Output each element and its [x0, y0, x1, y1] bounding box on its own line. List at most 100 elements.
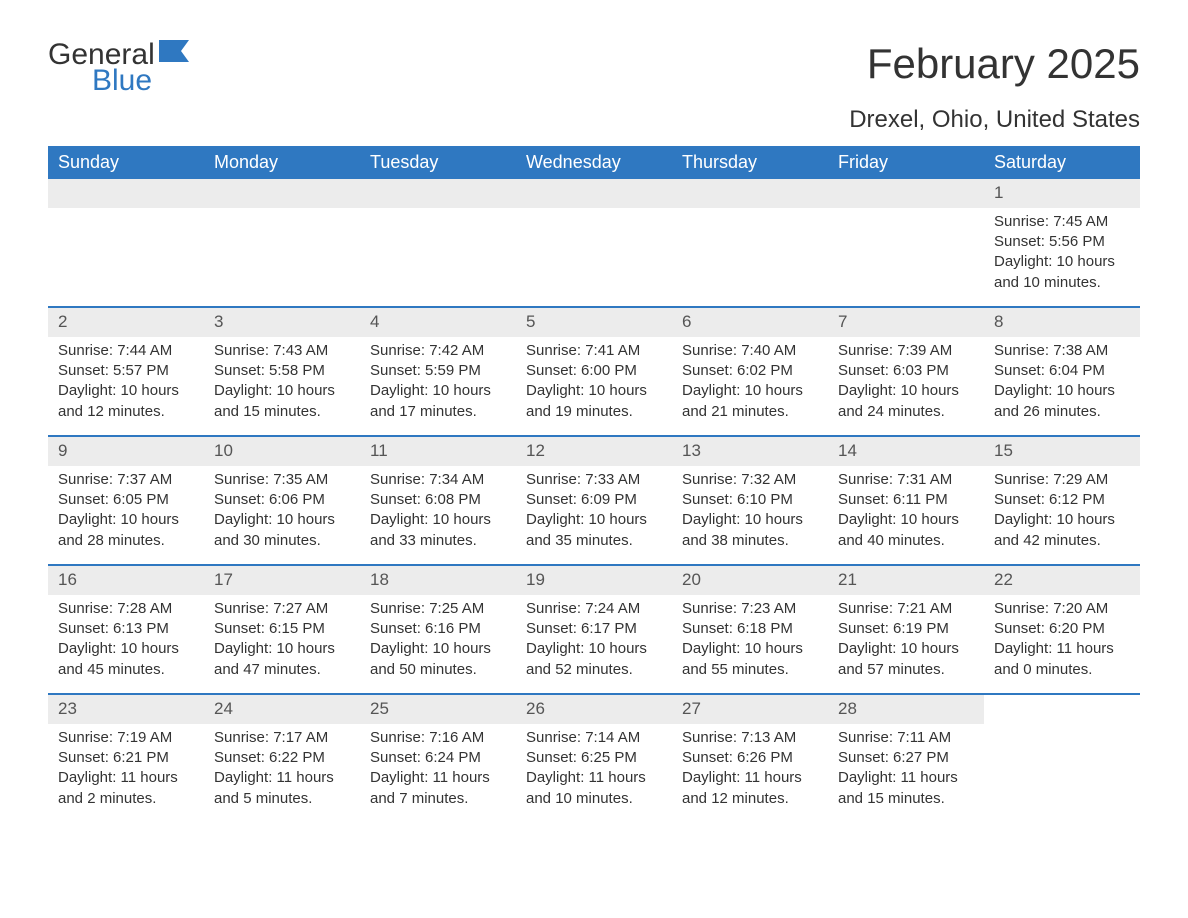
sunrise-line: Sunrise: 7:24 AM	[526, 599, 662, 619]
sunset-line: Sunset: 6:05 PM	[58, 490, 194, 510]
day-number: 18	[360, 566, 516, 595]
sunset-line: Sunset: 6:25 PM	[526, 748, 662, 768]
sunset-line: Sunset: 5:56 PM	[994, 232, 1130, 252]
day-cell	[516, 179, 672, 307]
daylight-line: Daylight: 10 hours and 45 minutes.	[58, 639, 194, 680]
sunset-line: Sunset: 5:57 PM	[58, 361, 194, 381]
daylight-line: Daylight: 10 hours and 42 minutes.	[994, 510, 1130, 551]
day-number: 19	[516, 566, 672, 595]
day-cell: 14Sunrise: 7:31 AMSunset: 6:11 PMDayligh…	[828, 437, 984, 565]
day-cell	[984, 695, 1140, 823]
day-number: 5	[516, 308, 672, 337]
day-number: 28	[828, 695, 984, 724]
daylight-line: Daylight: 10 hours and 40 minutes.	[838, 510, 974, 551]
day-number: 9	[48, 437, 204, 466]
sunrise-line: Sunrise: 7:20 AM	[994, 599, 1130, 619]
day-cell: 27Sunrise: 7:13 AMSunset: 6:26 PMDayligh…	[672, 695, 828, 823]
sunset-line: Sunset: 5:59 PM	[370, 361, 506, 381]
day-cell: 9Sunrise: 7:37 AMSunset: 6:05 PMDaylight…	[48, 437, 204, 565]
sunset-line: Sunset: 6:04 PM	[994, 361, 1130, 381]
sunrise-line: Sunrise: 7:42 AM	[370, 341, 506, 361]
sunrise-line: Sunrise: 7:23 AM	[682, 599, 818, 619]
sunrise-line: Sunrise: 7:38 AM	[994, 341, 1130, 361]
sunset-line: Sunset: 6:03 PM	[838, 361, 974, 381]
daylight-line: Daylight: 10 hours and 26 minutes.	[994, 381, 1130, 422]
sunrise-line: Sunrise: 7:39 AM	[838, 341, 974, 361]
daylight-line: Daylight: 10 hours and 12 minutes.	[58, 381, 194, 422]
day-cell	[48, 179, 204, 307]
day-cell: 23Sunrise: 7:19 AMSunset: 6:21 PMDayligh…	[48, 695, 204, 823]
daylight-line: Daylight: 11 hours and 7 minutes.	[370, 768, 506, 809]
day-cell	[828, 179, 984, 307]
day-number: 6	[672, 308, 828, 337]
sunrise-line: Sunrise: 7:33 AM	[526, 470, 662, 490]
day-number: 3	[204, 308, 360, 337]
sunset-line: Sunset: 6:19 PM	[838, 619, 974, 639]
daylight-line: Daylight: 10 hours and 47 minutes.	[214, 639, 350, 680]
title-block: February 2025 Drexel, Ohio, United State…	[849, 40, 1140, 134]
calendar-body: 1Sunrise: 7:45 AMSunset: 5:56 PMDaylight…	[48, 179, 1140, 823]
day-number: 21	[828, 566, 984, 595]
day-cell	[204, 179, 360, 307]
daylight-line: Daylight: 10 hours and 50 minutes.	[370, 639, 506, 680]
day-cell: 11Sunrise: 7:34 AMSunset: 6:08 PMDayligh…	[360, 437, 516, 565]
daylight-line: Daylight: 10 hours and 38 minutes.	[682, 510, 818, 551]
daylight-line: Daylight: 10 hours and 57 minutes.	[838, 639, 974, 680]
month-title: February 2025	[849, 40, 1140, 88]
col-header: Monday	[204, 146, 360, 179]
sunrise-line: Sunrise: 7:31 AM	[838, 470, 974, 490]
daylight-line: Daylight: 10 hours and 15 minutes.	[214, 381, 350, 422]
daylight-line: Daylight: 10 hours and 24 minutes.	[838, 381, 974, 422]
sunrise-line: Sunrise: 7:44 AM	[58, 341, 194, 361]
col-header: Wednesday	[516, 146, 672, 179]
sunrise-line: Sunrise: 7:19 AM	[58, 728, 194, 748]
day-number: 22	[984, 566, 1140, 595]
location: Drexel, Ohio, United States	[849, 106, 1140, 134]
day-number: 16	[48, 566, 204, 595]
week-row: 16Sunrise: 7:28 AMSunset: 6:13 PMDayligh…	[48, 566, 1140, 694]
day-cell: 17Sunrise: 7:27 AMSunset: 6:15 PMDayligh…	[204, 566, 360, 694]
col-header: Thursday	[672, 146, 828, 179]
sunset-line: Sunset: 6:21 PM	[58, 748, 194, 768]
daylight-line: Daylight: 10 hours and 10 minutes.	[994, 252, 1130, 293]
sunrise-line: Sunrise: 7:43 AM	[214, 341, 350, 361]
day-number: 12	[516, 437, 672, 466]
daylight-line: Daylight: 10 hours and 21 minutes.	[682, 381, 818, 422]
sunrise-line: Sunrise: 7:41 AM	[526, 341, 662, 361]
day-cell: 1Sunrise: 7:45 AMSunset: 5:56 PMDaylight…	[984, 179, 1140, 307]
day-number-empty	[48, 179, 204, 208]
sunrise-line: Sunrise: 7:29 AM	[994, 470, 1130, 490]
sunset-line: Sunset: 6:26 PM	[682, 748, 818, 768]
day-cell: 13Sunrise: 7:32 AMSunset: 6:10 PMDayligh…	[672, 437, 828, 565]
sunrise-line: Sunrise: 7:16 AM	[370, 728, 506, 748]
day-cell: 18 Sunrise: 7:25 AMSunset: 6:16 PMDayligh…	[360, 566, 516, 694]
daylight-line: Daylight: 10 hours and 52 minutes.	[526, 639, 662, 680]
day-number: 13	[672, 437, 828, 466]
day-number: 17	[204, 566, 360, 595]
daylight-line: Daylight: 10 hours and 30 minutes.	[214, 510, 350, 551]
sunset-line: Sunset: 6:24 PM	[370, 748, 506, 768]
sunset-line: Sunset: 6:27 PM	[838, 748, 974, 768]
calendar-head: SundayMondayTuesdayWednesdayThursdayFrid…	[48, 146, 1140, 179]
day-cell: 21Sunrise: 7:21 AMSunset: 6:19 PMDayligh…	[828, 566, 984, 694]
col-header: Friday	[828, 146, 984, 179]
sunrise-line: Sunrise: 7:25 AM	[370, 599, 506, 619]
day-cell: 19Sunrise: 7:24 AMSunset: 6:17 PMDayligh…	[516, 566, 672, 694]
sunset-line: Sunset: 6:08 PM	[370, 490, 506, 510]
brand-logo: General Blue	[48, 40, 189, 96]
week-row: 23Sunrise: 7:19 AMSunset: 6:21 PMDayligh…	[48, 695, 1140, 823]
sunset-line: Sunset: 6:00 PM	[526, 361, 662, 381]
flag-icon	[159, 40, 189, 62]
day-number: 25	[360, 695, 516, 724]
daylight-line: Daylight: 10 hours and 33 minutes.	[370, 510, 506, 551]
day-number: 11	[360, 437, 516, 466]
day-cell: 16Sunrise: 7:28 AMSunset: 6:13 PMDayligh…	[48, 566, 204, 694]
day-number: 24	[204, 695, 360, 724]
sunset-line: Sunset: 6:20 PM	[994, 619, 1130, 639]
day-number: 14	[828, 437, 984, 466]
day-number-empty	[204, 179, 360, 208]
calendar-table: SundayMondayTuesdayWednesdayThursdayFrid…	[48, 146, 1140, 823]
sunset-line: Sunset: 6:16 PM	[370, 619, 506, 639]
day-cell: 25 Sunrise: 7:16 AMSunset: 6:24 PMDayligh…	[360, 695, 516, 823]
day-cell	[672, 179, 828, 307]
